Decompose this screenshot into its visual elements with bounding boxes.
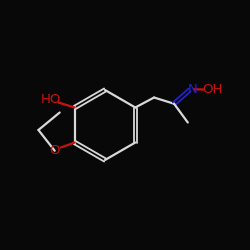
Text: HO: HO [40,93,61,106]
Text: OH: OH [202,83,222,96]
Text: N: N [188,83,198,96]
Text: O: O [50,144,60,157]
